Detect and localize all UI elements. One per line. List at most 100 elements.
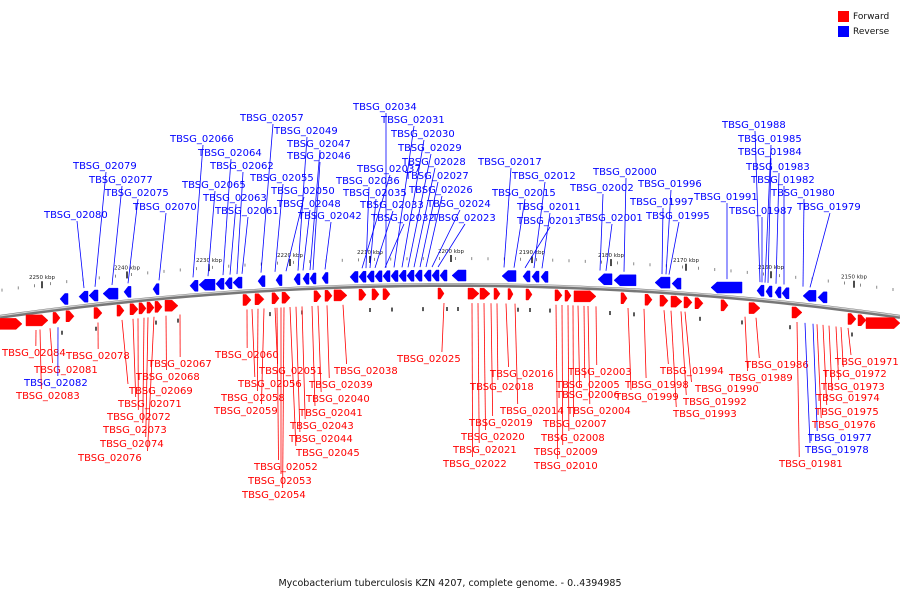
kbp-tick-label: 2220 kbp (277, 253, 303, 259)
forward-leader-line (505, 303, 509, 368)
forward-gene-label: TBSG_02041 (298, 408, 363, 419)
reverse-leader-line (413, 167, 436, 268)
forward-gene-arrow (847, 313, 857, 325)
forward-leader-line (514, 303, 519, 405)
reverse-gene-label: TBSG_02042 (297, 211, 362, 222)
forward-gene-label: TBSG_02067 (147, 359, 212, 370)
reverse-leader-line (775, 172, 780, 284)
reverse-gene-label: TBSG_02063 (202, 193, 267, 204)
reverse-gene-label: TBSG_02064 (197, 148, 262, 159)
forward-gene-label: TBSG_02051 (258, 366, 323, 377)
forward-leader-line (295, 306, 301, 433)
reverse-leader-line (431, 209, 461, 268)
forward-gene-arrow (791, 306, 803, 319)
forward-leader-line (816, 324, 822, 419)
reverse-gene-arrow (257, 275, 266, 287)
reverse-gene-arrow (374, 270, 383, 283)
reverse-gene-arrow (88, 289, 99, 302)
reverse-gene-label: TBSG_02062 (209, 161, 274, 172)
forward-gene-arrow (25, 314, 49, 327)
reverse-gene-arrow (531, 270, 540, 283)
forward-gene-label: TBSG_02025 (396, 354, 461, 365)
forward-gene-arrow (358, 288, 367, 301)
forward-leader-line (496, 303, 499, 381)
reverse-gene-label: TBSG_02050 (270, 186, 335, 197)
reverse-gene-arrow (215, 278, 225, 290)
reverse-gene-arrow (710, 281, 743, 294)
reverse-gene-label: TBSG_02061 (214, 206, 279, 217)
forward-leader-line (145, 317, 149, 438)
forward-gene-label: TBSG_02081 (33, 365, 98, 376)
legend-forward-label: Forward (853, 11, 890, 22)
forward-gene-label: TBSG_01973 (820, 382, 885, 393)
reverse-swatch (838, 26, 849, 37)
forward-leader-line (282, 307, 285, 489)
forward-gene-label: TBSG_02083 (15, 391, 80, 402)
forward-leader-line (804, 322, 811, 444)
forward-gene-label: TBSG_02068 (135, 372, 200, 383)
reverse-gene-arrow (382, 270, 391, 282)
reverse-gene-arrow (232, 276, 243, 289)
reverse-gene-label: TBSG_02015 (491, 188, 556, 199)
forward-leader-line (147, 316, 155, 452)
forward-gene-arrow (670, 295, 683, 308)
forward-strand-track (0, 287, 900, 330)
forward-leader-line (441, 302, 445, 353)
reverse-gene-label: TBSG_01996 (637, 179, 702, 190)
forward-gene-label: TBSG_01971 (834, 357, 899, 368)
forward-gene-arrow (493, 288, 501, 300)
forward-gene-label: TBSG_02084 (1, 348, 66, 359)
reverse-gene-label: TBSG_02000 (592, 167, 657, 178)
forward-gene-label: TBSG_01999 (614, 392, 679, 403)
reverse-gene-label: TBSG_02079 (72, 161, 137, 172)
forward-leader-line (847, 327, 852, 356)
forward-leader-line (555, 304, 559, 460)
forward-leader-line (663, 310, 669, 365)
genome-backbone (0, 282, 900, 319)
reverse-leader-line (312, 161, 321, 270)
forward-gene-label: TBSG_02074 (99, 439, 164, 450)
reverse-leader-line (365, 186, 370, 269)
reverse-leader-line (207, 190, 216, 277)
forward-gene-label: TBSG_01974 (815, 393, 880, 404)
reverse-gene-label: TBSG_01995 (645, 211, 710, 222)
forward-gene-label: TBSG_02005 (555, 380, 620, 391)
forward-leader-line (483, 303, 486, 431)
forward-leader-line (49, 328, 53, 364)
reverse-leader-line (127, 198, 139, 284)
forward-leader-line (132, 318, 137, 398)
reverse-leader-line (437, 223, 466, 268)
reverse-leader-line (241, 216, 249, 274)
reverse-leader-line (285, 196, 305, 272)
forward-gene-label: TBSG_02072 (106, 412, 171, 423)
backbone-highlight (0, 283, 900, 317)
reverse-gene-arrow (189, 280, 199, 292)
forward-leader-line (796, 321, 800, 458)
reverse-gene-arrow (198, 279, 216, 291)
reverse-gene-arrow (540, 271, 549, 283)
forward-gene-label: TBSG_02016 (489, 369, 554, 380)
forward-gene-arrow (437, 287, 445, 300)
reverse-gene-label: TBSG_02075 (104, 188, 169, 199)
reverse-gene-label: TBSG_02024 (426, 199, 491, 210)
forward-gene-label: TBSG_02073 (102, 425, 167, 436)
forward-gene-arrow (857, 314, 867, 327)
reverse-gene-arrow (224, 277, 233, 289)
reverse-gene-arrow (398, 270, 407, 282)
forward-leader-line (812, 323, 818, 432)
reverse-gene-label: TBSG_02048 (276, 199, 341, 210)
kbp-tick-label: 2250 kbp (29, 275, 55, 281)
reverse-gene-label: TBSG_02023 (431, 213, 496, 224)
forward-gene-label: TBSG_01978 (804, 445, 869, 456)
reverse-gene-label: TBSG_02011 (516, 202, 581, 213)
forward-gene-arrow (382, 288, 391, 300)
reverse-gene-arrow (59, 293, 69, 305)
forward-gene-arrow (659, 294, 669, 307)
reverse-leader-line (764, 144, 772, 283)
reverse-gene-label: TBSG_02028 (401, 157, 466, 168)
forward-gene-label: TBSG_01976 (811, 420, 876, 431)
forward-leader-line (583, 305, 586, 379)
forward-gene-label: TBSG_01992 (682, 397, 747, 408)
forward-gene-arrow (720, 299, 729, 312)
reverse-leader-line (274, 183, 284, 272)
